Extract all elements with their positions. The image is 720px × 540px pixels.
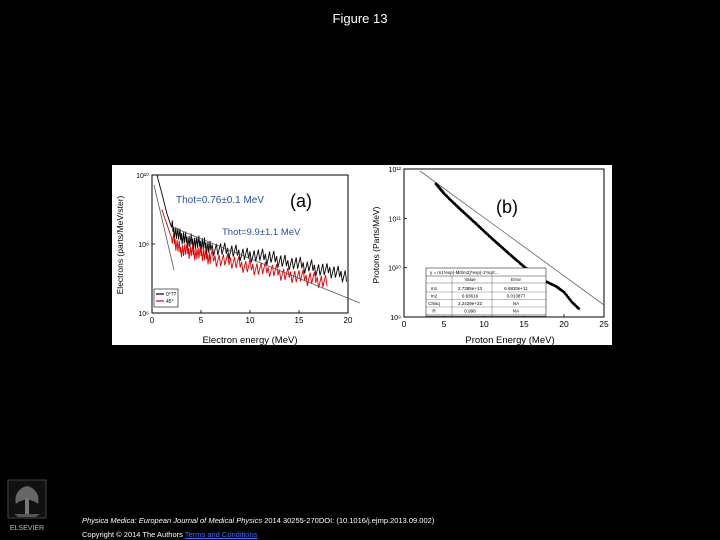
- footer-copyright: Copyright © 2014 The Authors Terms and C…: [82, 530, 257, 539]
- fit-table: y = m1*exp(-M0/m2)*exp(-1*sqrt... Value E…: [425, 267, 547, 317]
- y-axis-label-a: Electrons (parts/MeV/ster): [115, 195, 125, 294]
- panel-label-a: (a): [290, 191, 312, 211]
- x-tick-label-a: 0: [150, 316, 155, 325]
- panel-label-b: (b): [496, 197, 518, 217]
- fit-line-hot: [171, 226, 360, 304]
- x-tick-label-b: 5: [442, 319, 447, 329]
- journal-name: Physica Medica: European Journal of Medi…: [82, 516, 263, 525]
- fit-table-cell: m2: [431, 294, 438, 299]
- y-tick-label-a: 10¹⁰: [136, 172, 149, 180]
- figure-title: Figure 13: [332, 11, 388, 26]
- annotation-thot-1: Thot=0.76±0.1 MeV: [176, 195, 264, 206]
- x-tick-label-b: 10: [479, 319, 489, 329]
- chart-panel-b: 0 5 10 15 20 25 10⁹ 10¹⁰ 10¹¹ 10¹² (b) y = m1*exp…: [371, 167, 609, 345]
- y-tick-label-b: 10¹²: [389, 167, 402, 174]
- footer-citation: Physica Medica: European Journal of Medi…: [82, 516, 434, 525]
- fit-equation: y = m1*exp(-M0/m2)*exp(-1*sqrt...: [430, 270, 498, 275]
- y-tick-label-b: 10⁹: [390, 315, 401, 322]
- x-tick-label-a: 20: [344, 316, 353, 325]
- fit-line-b: [419, 170, 605, 306]
- citation-text: 2014 30255-270DOI: (10.1016/j.ejmp.2013.…: [264, 516, 435, 525]
- fit-table-cell: m1: [431, 286, 438, 291]
- fit-table-cell: 6.6820e+11: [504, 286, 528, 291]
- fit-table-cell: 0.83616: [462, 294, 479, 299]
- x-axis-label-b: Proton Energy (MeV): [465, 335, 554, 345]
- fit-table-header: Error: [511, 277, 522, 282]
- x-tick-label-a: 10: [246, 316, 255, 325]
- elsevier-logo-text: ELSEVIER: [10, 525, 44, 532]
- x-tick-label-a: 15: [295, 316, 304, 325]
- figure-image: 0 5 10 15 20 10⁶ 10⁸ 10¹⁰ Thot=0.76±0.1 MeV Tho…: [112, 165, 612, 345]
- y-axis-label-b: Protons (Parts/MeV): [371, 206, 381, 283]
- y-tick-label-b: 10¹⁰: [388, 265, 401, 273]
- y-tick-label-a: 10⁸: [138, 242, 149, 249]
- annotation-thot-2: Thot=9.9±1.1 MeV: [222, 227, 301, 238]
- fit-line-cold: [153, 184, 175, 271]
- y-tick-label-a: 10⁶: [138, 311, 149, 318]
- fit-table-cell: R: [432, 309, 436, 314]
- copyright-text: Copyright © 2014 The Authors: [82, 530, 183, 539]
- elsevier-logo: ELSEVIER: [7, 479, 47, 532]
- legend-label-1: 45°: [166, 299, 174, 305]
- x-tick-label-a: 5: [199, 316, 204, 325]
- series-line-0: [156, 174, 348, 283]
- y-tick-label-b: 10¹¹: [389, 216, 402, 223]
- legend-a: 0°?? 45°: [153, 288, 179, 308]
- series-line-1: [161, 209, 328, 289]
- fit-table-header: Value: [464, 277, 476, 282]
- fit-table-cell: 2.2429e+22: [458, 301, 482, 306]
- legend-label-0: 0°??: [166, 292, 177, 298]
- x-tick-label-b: 20: [559, 319, 569, 329]
- fit-table-cell: Chisq: [428, 301, 440, 306]
- fit-table-cell: NA: [513, 309, 519, 314]
- fit-table-cell: 0.998: [464, 309, 476, 314]
- x-tick-label-b: 15: [519, 319, 529, 329]
- chart-panel-a: 0 5 10 15 20 10⁶ 10⁸ 10¹⁰ Thot=0.76±0.1 MeV Tho…: [115, 172, 360, 345]
- x-axis-label-a: Electron energy (MeV): [202, 335, 297, 345]
- fit-table-cell: 2.7385e+13: [458, 286, 482, 291]
- data-point: [577, 307, 581, 310]
- terms-link[interactable]: Terms and Conditions: [184, 530, 258, 539]
- x-tick-label-b: 25: [599, 319, 609, 329]
- fit-table-cell: 0.013877: [507, 294, 526, 299]
- x-tick-label-b: 0: [402, 319, 407, 329]
- fit-table-cell: NA: [513, 301, 519, 306]
